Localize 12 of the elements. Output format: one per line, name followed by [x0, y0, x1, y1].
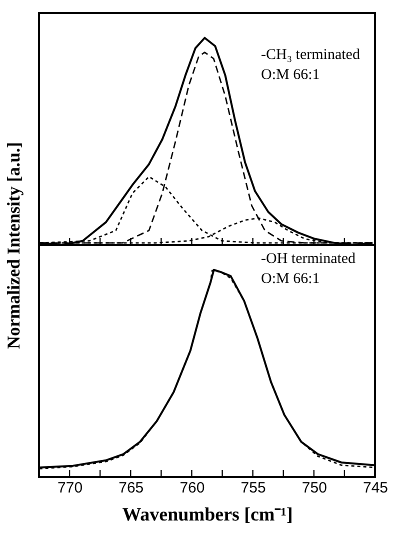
x-tick-label: 745	[362, 480, 388, 496]
x-tick-label: 770	[58, 480, 83, 496]
x-tick-label: 760	[180, 480, 205, 496]
annotation: O:M 66:1	[261, 271, 320, 287]
x-axis-title: Wavenumbers [cm⁻¹]	[122, 504, 293, 526]
annotation: -CH₃ terminated	[261, 47, 360, 63]
text: -OH terminated	[261, 251, 356, 267]
x-tick-label: 765	[118, 480, 144, 496]
x-tick-label: 755	[240, 480, 266, 496]
y-axis-title: Normalized Intensity [a.u.]	[4, 142, 24, 349]
x-tick-label: 750	[302, 480, 327, 496]
annotation: O:M 66:1	[261, 67, 320, 83]
